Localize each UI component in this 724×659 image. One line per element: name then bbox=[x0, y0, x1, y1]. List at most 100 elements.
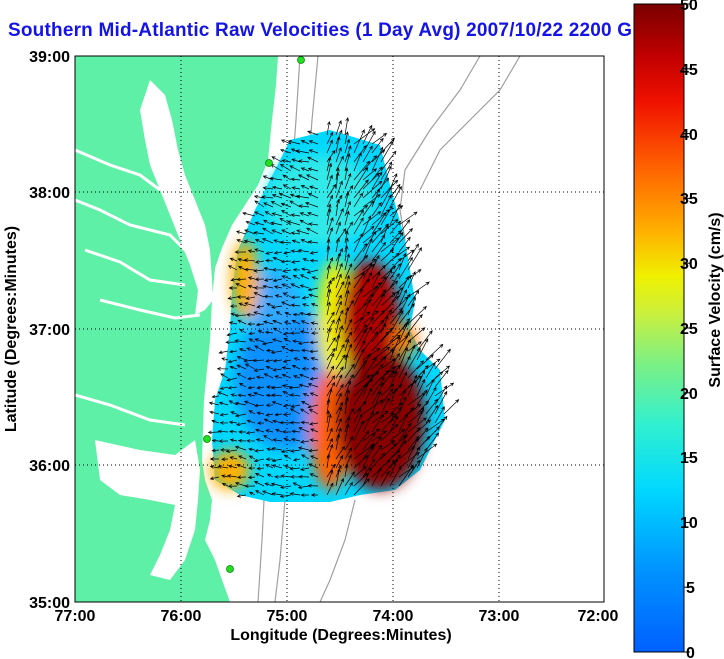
velocity-vector bbox=[371, 319, 385, 334]
velocity-vector bbox=[344, 281, 351, 298]
velocity-vector bbox=[246, 347, 256, 352]
velocity-vector bbox=[362, 145, 373, 163]
velocity-vector bbox=[353, 167, 369, 190]
velocity-vector bbox=[353, 348, 365, 370]
velocity-vector bbox=[244, 267, 256, 272]
velocity-vector bbox=[310, 428, 319, 433]
velocity-vector bbox=[300, 493, 310, 497]
velocity-vector bbox=[279, 240, 292, 245]
velocity-vector bbox=[300, 401, 310, 406]
velocity-vector bbox=[326, 463, 336, 478]
velocity-vector bbox=[243, 258, 256, 262]
velocity-vector bbox=[308, 293, 319, 298]
velocity-vector bbox=[263, 418, 274, 424]
velocity-vector bbox=[416, 330, 433, 352]
velocity-vector bbox=[238, 382, 247, 388]
velocity-vector bbox=[309, 185, 319, 190]
velocity-vector bbox=[380, 269, 393, 289]
velocity-vector bbox=[362, 168, 378, 181]
velocity-vector bbox=[234, 339, 247, 343]
velocity-vector bbox=[218, 439, 229, 444]
velocity-vector bbox=[416, 378, 426, 397]
velocity-vector bbox=[389, 335, 401, 361]
velocity-vector bbox=[281, 384, 292, 388]
velocity-vector bbox=[344, 374, 354, 388]
velocity-vector bbox=[326, 149, 336, 163]
velocity-vector bbox=[265, 393, 274, 398]
velocity-vector bbox=[306, 174, 319, 181]
velocity-vector bbox=[265, 385, 273, 389]
velocity-vector bbox=[271, 401, 283, 406]
velocity-vector bbox=[261, 195, 274, 199]
velocity-vector bbox=[309, 376, 319, 381]
velocity-vector bbox=[326, 413, 332, 433]
velocity-vector bbox=[335, 228, 347, 244]
pamlico-sound bbox=[95, 440, 200, 580]
velocity-vector bbox=[263, 320, 274, 325]
velocity-vector bbox=[398, 256, 413, 280]
velocity-vector bbox=[416, 447, 428, 469]
velocity-vector bbox=[280, 148, 292, 154]
velocity-vector bbox=[371, 201, 382, 217]
x-tick-label: 72:00 bbox=[578, 608, 619, 625]
velocity-vector bbox=[234, 401, 247, 406]
x-tick-label: 74:00 bbox=[373, 608, 414, 625]
velocity-vector bbox=[307, 167, 319, 172]
velocity-vector bbox=[371, 323, 387, 343]
velocity-vector bbox=[326, 131, 334, 145]
velocity-vector bbox=[291, 320, 301, 325]
velocity-vector bbox=[362, 467, 372, 487]
velocity-vector bbox=[380, 413, 398, 433]
velocity-vector bbox=[238, 430, 247, 434]
velocity-vector bbox=[326, 139, 333, 154]
velocity-vector bbox=[344, 416, 351, 433]
velocity-vector bbox=[254, 338, 265, 343]
velocity-vector bbox=[326, 203, 332, 217]
velocity-vector bbox=[229, 365, 238, 370]
velocity-vector bbox=[344, 263, 353, 280]
velocity-vector bbox=[274, 475, 283, 479]
velocity-vector bbox=[362, 411, 380, 424]
velocity-vector bbox=[326, 279, 332, 298]
velocity-vector bbox=[326, 352, 335, 370]
velocity-vector bbox=[298, 427, 310, 433]
velocity-vector bbox=[353, 129, 365, 154]
velocity-vector bbox=[254, 260, 265, 264]
velocity-vector bbox=[326, 288, 332, 307]
velocity-vector bbox=[248, 455, 256, 460]
velocity-vector bbox=[335, 273, 342, 289]
velocity-vector bbox=[292, 339, 301, 344]
velocity-vector bbox=[344, 481, 353, 496]
velocity-vector bbox=[257, 421, 265, 425]
velocity-vector bbox=[247, 376, 256, 381]
velocity-vector bbox=[289, 420, 301, 425]
velocity-vector bbox=[265, 403, 274, 408]
velocity-vector bbox=[389, 173, 398, 190]
velocity-vector bbox=[301, 267, 310, 272]
velocity-vector bbox=[236, 239, 247, 244]
velocity-vector bbox=[425, 378, 435, 397]
velocity-vector bbox=[225, 449, 238, 453]
velocity-vector bbox=[300, 320, 310, 325]
velocity-vector bbox=[335, 247, 343, 262]
velocity-vector bbox=[282, 390, 292, 397]
velocity-vector bbox=[353, 225, 375, 244]
velocity-vector bbox=[238, 455, 247, 460]
colorbar-tick-label: 40 bbox=[680, 127, 698, 144]
velocity-vector bbox=[407, 247, 422, 271]
velocity-vector bbox=[362, 348, 381, 361]
velocity-vector bbox=[238, 348, 247, 352]
velocity-vector bbox=[211, 394, 220, 399]
velocity-vector bbox=[389, 415, 399, 433]
velocity-vector bbox=[344, 471, 355, 487]
velocity-vector bbox=[335, 262, 343, 280]
velocity-vector bbox=[335, 468, 341, 487]
velocity-vector bbox=[307, 483, 319, 488]
velocity-vector bbox=[344, 138, 351, 154]
velocity-vector bbox=[220, 373, 229, 379]
velocity-vector bbox=[255, 428, 265, 433]
velocity-vector bbox=[326, 217, 334, 235]
velocity-vector bbox=[263, 294, 274, 299]
velocity-vector bbox=[353, 217, 364, 235]
